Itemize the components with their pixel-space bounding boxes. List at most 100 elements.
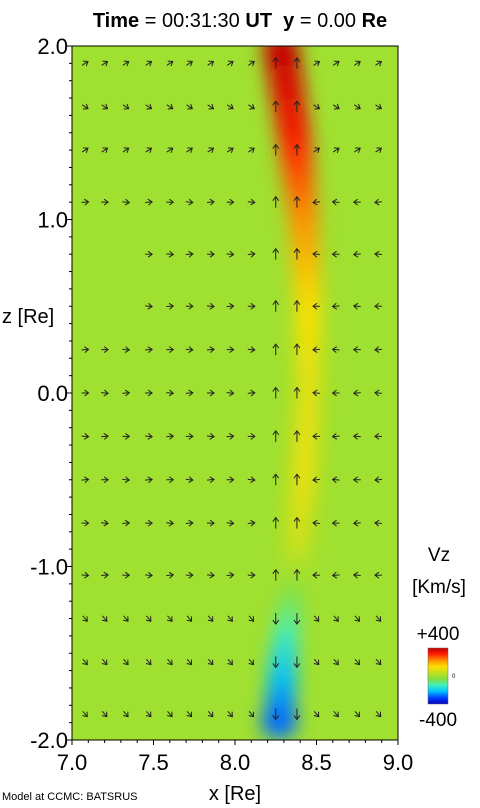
velocity-arrow <box>145 201 153 203</box>
velocity-arrow-head <box>188 302 194 310</box>
velocity-arrow <box>313 147 320 153</box>
velocity-arrow <box>248 147 255 153</box>
velocity-arrow-head <box>228 147 234 154</box>
velocity-arrow-head <box>103 346 109 354</box>
velocity-arrow <box>353 522 361 524</box>
velocity-arrow-head <box>102 60 109 67</box>
velocity-arrow <box>247 392 255 394</box>
velocity-arrow <box>122 522 130 524</box>
velocity-arrow-head <box>229 198 235 206</box>
velocity-arrow <box>166 60 173 66</box>
velocity-arrow-head <box>375 616 382 622</box>
velocity-arrow-head <box>354 711 361 718</box>
velocity-arrow <box>353 392 361 394</box>
velocity-arrow-head <box>187 147 193 154</box>
plot-area <box>72 46 398 740</box>
velocity-arrow-head <box>272 343 280 349</box>
velocity-arrow-head <box>293 299 301 306</box>
x-tick-label: 8.5 <box>301 750 332 775</box>
velocity-arrow-head <box>228 60 234 67</box>
velocity-arrow-head <box>147 519 153 527</box>
velocity-arrow-head <box>314 60 321 67</box>
velocity-arrow <box>122 478 130 481</box>
velocity-arrow <box>145 147 152 153</box>
velocity-arrow-head <box>208 60 215 67</box>
velocity-arrow <box>101 658 108 665</box>
velocity-arrow <box>332 574 340 577</box>
velocity-arrow-head <box>123 60 130 67</box>
velocity-arrow <box>247 201 255 203</box>
velocity-arrow-head <box>293 619 301 625</box>
velocity-arrow-head <box>209 250 215 258</box>
velocity-arrow <box>226 305 234 308</box>
velocity-arrow <box>81 435 89 438</box>
velocity-arrow <box>122 392 130 394</box>
velocity-arrow-head <box>249 60 255 67</box>
colorbar-title-units: [Km/s] <box>412 577 466 598</box>
x-tick-label: 7.0 <box>57 750 88 775</box>
velocity-arrow-head <box>249 147 255 154</box>
velocity-arrow-head <box>272 57 280 63</box>
velocity-arrow <box>166 305 174 308</box>
velocity-arrow <box>226 60 234 66</box>
velocity-arrow-head <box>188 250 194 258</box>
velocity-arrow-head <box>168 519 175 527</box>
velocity-arrow <box>207 201 215 203</box>
velocity-arrow-head <box>355 60 361 67</box>
velocity-arrow <box>186 615 192 622</box>
velocity-arrow <box>186 147 193 153</box>
velocity-arrow <box>247 253 255 256</box>
velocity-arrow-head <box>272 143 280 149</box>
velocity-arrow <box>145 574 153 577</box>
velocity-arrow-head <box>250 519 256 527</box>
velocity-arrow-head <box>312 302 318 310</box>
x-axis-label: x [Re] <box>209 783 261 805</box>
velocity-arrow-head <box>312 519 318 527</box>
velocity-arrow-head <box>147 346 153 354</box>
velocity-arrow <box>312 253 321 256</box>
velocity-arrow-head <box>209 571 215 579</box>
velocity-arrow-head <box>354 616 361 622</box>
velocity-arrow-head <box>186 659 193 666</box>
velocity-arrow <box>374 253 382 256</box>
velocity-arrow-head <box>352 519 359 527</box>
velocity-arrow <box>226 522 234 524</box>
velocity-arrow-head <box>123 711 129 718</box>
velocity-arrow-head <box>352 250 359 258</box>
velocity-arrow-head <box>293 715 301 721</box>
velocity-arrow <box>186 710 192 717</box>
velocity-arrow-head <box>374 519 380 527</box>
velocity-arrow <box>313 60 320 66</box>
velocity-arrow-head <box>272 473 280 479</box>
vector-field <box>81 57 383 721</box>
velocity-arrow-head <box>333 60 340 67</box>
velocity-arrow-head <box>333 616 339 622</box>
velocity-arrow <box>186 658 192 665</box>
velocity-arrow-head <box>333 147 340 154</box>
velocity-arrow-head <box>352 389 359 397</box>
velocity-arrow <box>207 658 214 665</box>
velocity-arrow <box>332 305 340 308</box>
velocity-arrow-head <box>376 103 383 110</box>
velocity-arrow-head <box>169 346 175 354</box>
velocity-arrow <box>207 615 214 622</box>
velocity-arrow-head <box>227 711 233 718</box>
y-tick-label: 1.0 <box>37 208 68 233</box>
velocity-arrow-head <box>167 60 174 67</box>
velocity-arrow-head <box>312 571 318 579</box>
velocity-arrow-head <box>375 659 382 666</box>
velocity-arrow-head <box>101 616 108 622</box>
velocity-arrow-head <box>272 619 280 625</box>
colorbar-title-variable: Vz <box>427 545 451 566</box>
velocity-arrow-head <box>354 659 361 666</box>
velocity-arrow <box>375 104 382 110</box>
velocity-arrow <box>207 104 214 110</box>
velocity-arrow <box>313 710 320 717</box>
velocity-arrow-head <box>229 433 235 440</box>
velocity-arrow-head <box>250 571 256 579</box>
velocity-arrow-head <box>103 519 109 527</box>
velocity-arrow-head <box>101 711 108 718</box>
velocity-arrow-head <box>333 711 339 718</box>
velocity-arrow <box>332 435 340 438</box>
velocity-arrow <box>374 201 382 203</box>
